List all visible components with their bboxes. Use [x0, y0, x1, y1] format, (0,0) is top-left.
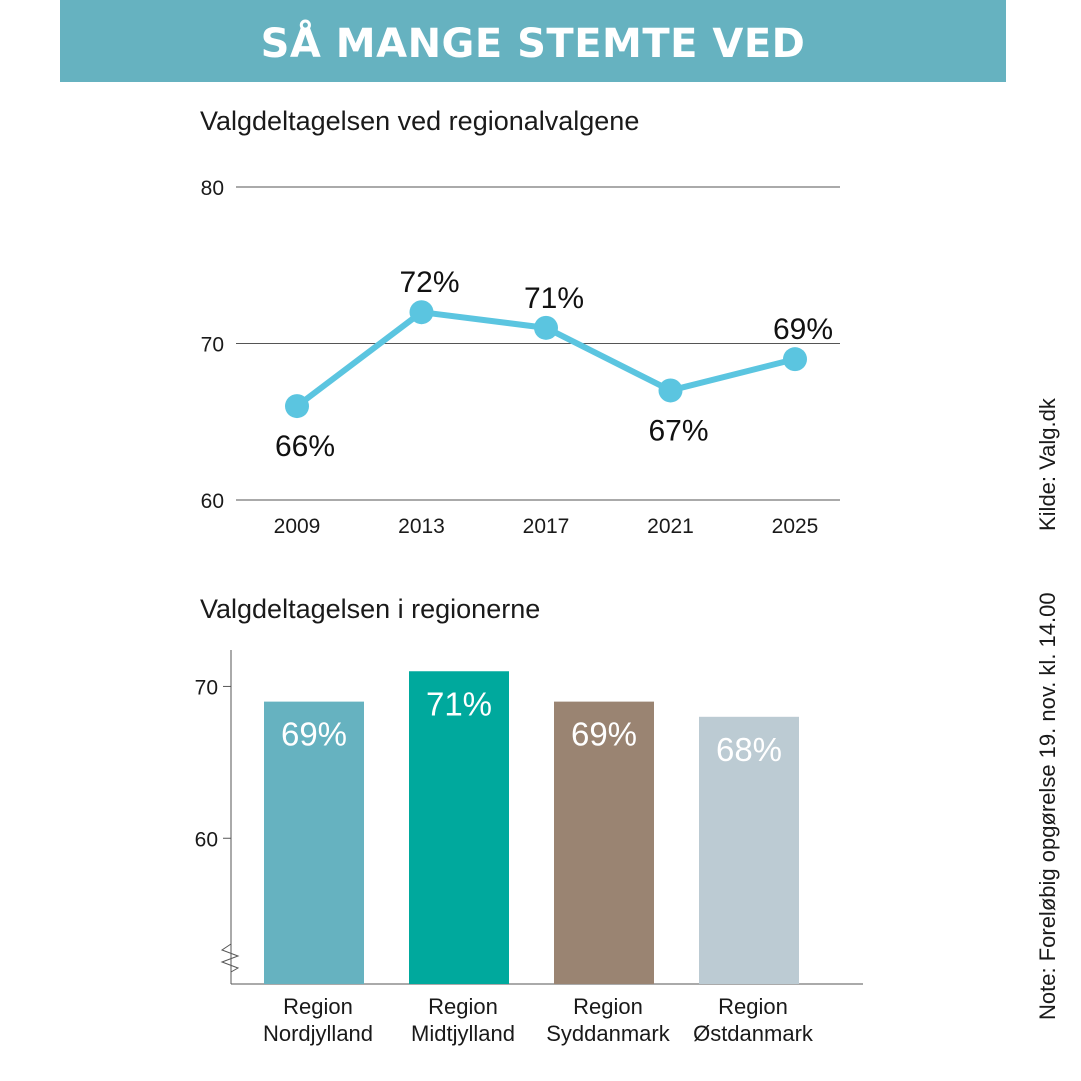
bar: [699, 716, 799, 984]
bar-value-label: 69%: [571, 716, 637, 753]
bar-chart-title: Valgdeltagelsen i regionerne: [200, 594, 541, 624]
line-point: [783, 347, 807, 372]
line-y-tick-label: 70: [201, 334, 224, 357]
line-value-label: 72%: [399, 266, 459, 299]
bar-category-label: Østdanmark: [693, 1021, 814, 1046]
line-x-tick-label: 2017: [523, 515, 570, 538]
bar: [409, 671, 509, 984]
bar-value-label: 68%: [716, 731, 782, 768]
bar-category-label: Nordjylland: [263, 1021, 373, 1046]
line-value-label: 71%: [524, 282, 584, 315]
bar-category-label: Midtjylland: [411, 1021, 515, 1046]
bar-y-tick-label: 60: [195, 828, 218, 851]
note-text: Note: Foreløbig opgørelse 19. nov. kl. 1…: [1035, 592, 1060, 1020]
line-y-tick-label: 60: [201, 490, 224, 513]
source-text: Kilde: Valg.dk: [1035, 398, 1060, 531]
line-value-label: 67%: [648, 414, 708, 447]
line-chart-title: Valgdeltagelsen ved regionalvalgene: [200, 106, 640, 136]
line-point: [534, 315, 558, 340]
bar-axis-break: [220, 943, 240, 973]
line-x-tick-label: 2021: [647, 515, 694, 538]
line-value-label: 69%: [773, 313, 833, 346]
line-x-tick-label: 2013: [398, 515, 445, 538]
bar-category-label: Region: [428, 994, 498, 1019]
line-value-label: 66%: [275, 430, 335, 463]
line-point: [409, 300, 434, 325]
bar-category-label: Region: [718, 994, 788, 1019]
bar-y-tick-label: 70: [195, 676, 218, 699]
line-point: [658, 378, 683, 403]
bar-category-label: Syddanmark: [546, 1021, 671, 1046]
line-y-tick-label: 80: [201, 177, 224, 200]
bar: [554, 701, 654, 984]
line-x-tick-label: 2009: [274, 515, 321, 538]
line-x-tick-label: 2025: [772, 515, 819, 538]
line-point: [285, 394, 309, 419]
bar-value-label: 69%: [281, 716, 347, 753]
bar-value-label: 71%: [426, 685, 492, 722]
chart-header-title: SÅ MANGE STEMTE VED REGIONALVALGET: [60, 0, 1006, 155]
bar-category-label: Region: [573, 994, 643, 1019]
bar-category-label: Region: [283, 994, 353, 1019]
bar: [264, 701, 364, 984]
